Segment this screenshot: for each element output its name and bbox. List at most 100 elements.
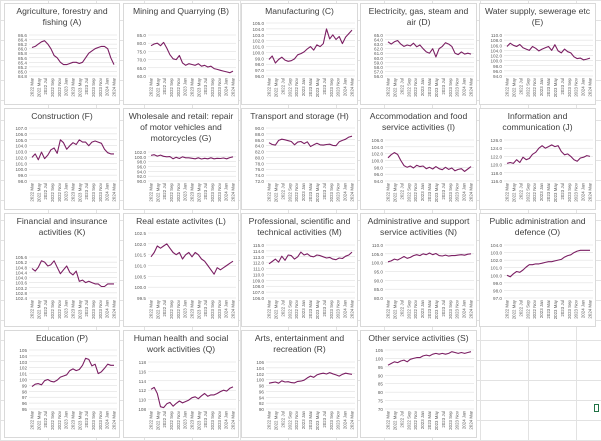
x-tick-label: 2024 Jan	[343, 77, 348, 96]
chart-panel[interactable]: Financial and insurance activities (K) 10…	[4, 213, 120, 327]
x-tick-label: 2022 Nov	[294, 299, 299, 319]
y-tick-label: 85.0	[18, 69, 27, 74]
y-tick-label: 102.0	[16, 155, 28, 160]
chart-panel[interactable]: Education (P) 105 104 103 102 101 100 99 98 97 96 9…	[4, 330, 120, 438]
x-tick-label: 2022 May	[392, 410, 397, 430]
y-tick-label: 100.0	[491, 59, 503, 64]
y-tick-label: 65.0	[137, 66, 146, 71]
y-tick-label: 94.0	[374, 179, 383, 184]
x-tick-label: 2022 Jul	[280, 300, 285, 317]
line-chart: 110.0108.0106.0104.0102.0100.098.096.094…	[491, 33, 593, 97]
y-tick-label: 103.0	[491, 251, 503, 256]
y-tick-label: 102.0	[372, 152, 384, 157]
y-tick-label: 104.0	[491, 243, 503, 248]
x-tick-label: 2022 Nov	[294, 77, 299, 97]
y-tick-label: 115.0	[253, 243, 265, 248]
x-tick-label: 2022 Mar	[267, 182, 272, 201]
x-tick-label: 2022 Sep	[287, 299, 292, 318]
x-tick-label: 2022 Sep	[287, 77, 292, 96]
x-tick-label: 2022 Sep	[525, 77, 530, 96]
y-tick-label: 98.0	[493, 288, 502, 293]
x-tick-label: 2022 Sep	[525, 182, 530, 201]
x-tick-label: 2023 Mar	[427, 182, 432, 201]
y-tick-label: 101.0	[491, 266, 503, 271]
x-tick-label: 2023 Sep	[329, 299, 334, 318]
y-tick-label: 86.0	[18, 47, 27, 52]
chart-panel[interactable]: Other service activities (S) 105 100 95 90 85…	[360, 330, 477, 438]
cell-selection-handle[interactable]	[594, 404, 599, 412]
x-tick-label: 2023 May	[434, 410, 439, 430]
x-tick-label: 2023 Jan	[183, 77, 188, 96]
x-tick-label: 2024 Mar	[469, 410, 474, 429]
x-tick-label: 2024 Jan	[581, 182, 586, 201]
y-tick-label: 99.0	[255, 56, 264, 61]
y-tick-label: 100.5	[135, 274, 147, 279]
chart-panel[interactable]: Administrative and support service activ…	[360, 213, 477, 327]
x-tick-label: 2023 Jan	[64, 77, 69, 96]
y-tick-label: 88.0	[255, 132, 264, 137]
chart-panel[interactable]: Water supply, sewerage etc (E) 110.0 108.0…	[479, 3, 596, 105]
x-tick-label: 2022 Sep	[50, 299, 55, 318]
chart-panel[interactable]: Arts, entertainment and recreation (R) 10…	[241, 330, 358, 438]
y-tick-label: 108.0	[491, 38, 503, 43]
chart-panel[interactable]: Wholesale and retail: repair of motor ve…	[123, 108, 239, 210]
x-tick-label: 2022 May	[511, 77, 516, 97]
series-line	[268, 251, 353, 265]
chart-panel[interactable]: Public administration and defence (O) 104…	[479, 213, 596, 327]
y-tick-label: 86.6	[18, 33, 27, 38]
chart-panel[interactable]: Electricity, gas, steam and air (D) 65.0 6…	[360, 3, 477, 105]
x-tick-label: 2024 Jan	[343, 182, 348, 201]
x-tick-label: 2024 Jan	[462, 410, 467, 429]
y-tick-label: 85.6	[18, 56, 27, 61]
x-tick-label: 2023 Mar	[308, 299, 313, 318]
x-tick-label: 2023 Jul	[203, 78, 208, 95]
y-tick-label: 110	[139, 398, 147, 403]
y-tick-label: 102	[256, 372, 264, 377]
series-line	[150, 386, 234, 409]
x-tick-label: 2023 Sep	[329, 410, 334, 429]
chart-panel[interactable]: Human health and social work activities …	[123, 330, 239, 438]
y-tick-label: 99.0	[493, 281, 502, 286]
chart-panel[interactable]: Construction (F) 107.0 106.0 105.0 104.0 103.…	[4, 108, 120, 210]
x-tick-label: 2023 Mar	[308, 77, 313, 96]
x-tick-label: 2022 Sep	[287, 182, 292, 201]
chart-panel[interactable]: Professional, scientific and technical a…	[241, 213, 358, 327]
line-chart: 105.6105.2104.8104.4104.0103.6103.2102.8…	[16, 255, 117, 319]
sheet-col-line	[0, 0, 1, 440]
x-tick-label: 2022 May	[36, 410, 41, 430]
x-tick-label: 2022 Jul	[518, 183, 523, 200]
chart-title: Professional, scientific and technical a…	[248, 216, 351, 237]
x-tick-label: 2023 Nov	[217, 410, 222, 430]
x-tick-label: 2023 Nov	[574, 182, 579, 202]
x-tick-label: 2023 Jan	[420, 77, 425, 96]
chart-panel[interactable]: Manufacturing (C) 105.0 104.0 103.0 102.0 101…	[241, 3, 358, 105]
chart-panel[interactable]: Agriculture, forestry and fishing (A) 86.…	[4, 3, 120, 105]
chart-panel[interactable]: Mining and Quarrying (B) 85.0 80.0 75.0 70.0…	[123, 3, 239, 105]
y-tick-label: 92.0	[137, 174, 146, 179]
x-tick-label: 2023 Jan	[301, 299, 306, 318]
x-tick-label: 2023 Nov	[336, 77, 341, 97]
x-tick-label: 2022 Jul	[162, 78, 167, 95]
y-tick-label: 58.0	[374, 65, 383, 70]
y-tick-label: 100	[375, 356, 383, 361]
x-tick-label: 2023 Nov	[336, 299, 341, 319]
y-tick-label: 98.0	[18, 179, 27, 184]
x-tick-label: 2023 Sep	[448, 77, 453, 96]
chart-panel[interactable]: Transport and storage (H) 90.0 88.0 86.0 84.…	[241, 108, 358, 210]
x-tick-label: 2024 Mar	[231, 182, 236, 201]
chart-panel[interactable]: Real estate activites (L) 102.5 102.0 101.5…	[123, 213, 239, 327]
x-tick-label: 2023 Jan	[301, 182, 306, 201]
y-tick-label: 118.0	[491, 171, 503, 176]
x-tick-label: 2023 Nov	[217, 77, 222, 97]
x-tick-label: 2022 Sep	[50, 182, 55, 201]
x-tick-label: 2022 May	[36, 77, 41, 97]
chart-panel[interactable]: Information and communication (J) 126.0 12…	[479, 108, 596, 210]
series-line	[268, 135, 353, 148]
x-tick-label: 2023 Nov	[455, 410, 460, 430]
y-tick-label: 100.0	[135, 285, 147, 290]
line-chart: 86.686.486.286.085.885.685.485.285.084.8…	[18, 33, 117, 97]
y-tick-label: 105	[375, 348, 383, 353]
y-tick-label: 102.0	[253, 39, 265, 44]
chart-panel[interactable]: Accommodation and food service activitie…	[360, 108, 477, 210]
series-line	[31, 40, 115, 66]
